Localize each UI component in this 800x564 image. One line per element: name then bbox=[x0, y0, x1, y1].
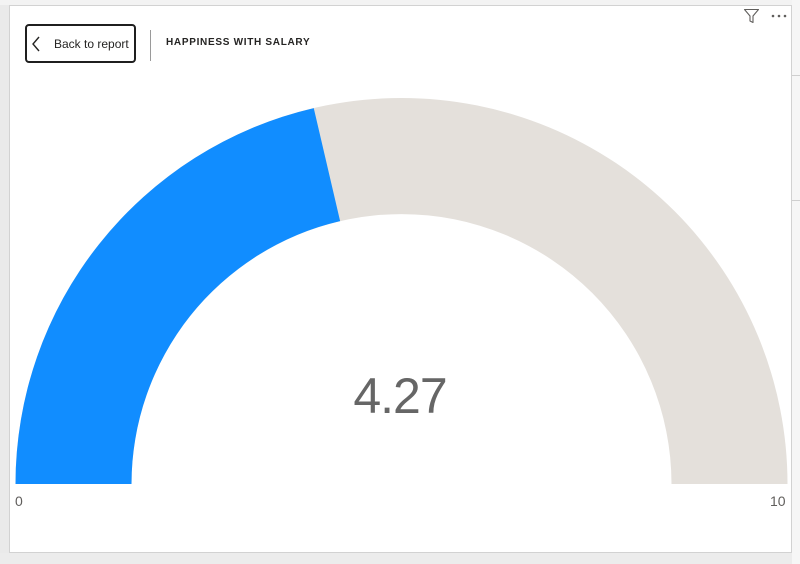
more-options-icon[interactable] bbox=[770, 8, 788, 24]
gauge-min-label: 0 bbox=[15, 493, 23, 509]
visual-title: HAPPINESS WITH SALARY bbox=[166, 37, 311, 48]
gauge-value-arc bbox=[15, 108, 341, 485]
pane-divider bbox=[792, 75, 800, 76]
right-pane-strip bbox=[792, 0, 800, 564]
filter-icon[interactable] bbox=[743, 8, 760, 24]
bottom-strip bbox=[0, 553, 800, 564]
gauge-max-label: 10 bbox=[770, 493, 786, 509]
top-strip bbox=[0, 0, 800, 5]
header-divider bbox=[150, 30, 151, 61]
chevron-left-icon bbox=[31, 36, 41, 52]
gauge-value-label: 4.27 bbox=[353, 368, 447, 424]
back-to-report-label: Back to report bbox=[54, 36, 129, 51]
pane-divider bbox=[792, 200, 800, 201]
back-to-report-button[interactable]: Back to report bbox=[25, 24, 136, 63]
